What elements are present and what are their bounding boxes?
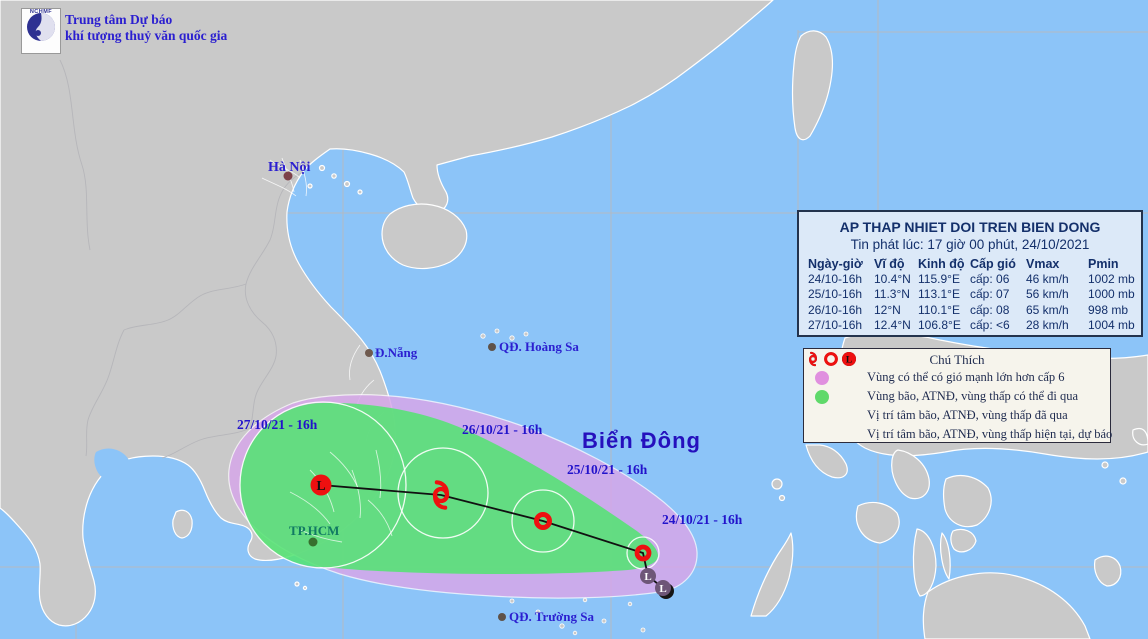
cell: 998 mb: [1088, 302, 1129, 317]
forecast-depression-symbol: [534, 512, 552, 530]
island-label-truongsa: QĐ. Trường Sa: [509, 609, 594, 624]
storm-info-panel: AP THAP NHIET DOI TREN BIEN DONG Tin phá…: [797, 210, 1143, 337]
phuquoc-island: [172, 509, 193, 539]
cell: 12°N: [874, 302, 901, 317]
cell: 56 km/h: [1026, 287, 1069, 302]
table-row: 26/10-16h 12°N 110.1°E cấp: 08 65 km/h 9…: [799, 303, 1141, 318]
cell: cấp: <6: [970, 317, 1010, 332]
city-label-danang: Đ.Nẵng: [375, 345, 418, 360]
city-dots: [283, 171, 506, 621]
table-row: 25/10-16h 11.3°N 113.1°E cấp: 07 56 km/h…: [799, 287, 1141, 302]
legend-label: Vùng có thể có gió mạnh lớn hơn cấp 6: [867, 370, 1065, 384]
storm-symbols: L: [310, 474, 652, 562]
current-depression-symbol: [634, 544, 652, 562]
cell: 106.8°E: [918, 317, 961, 332]
hainan-island: [381, 203, 468, 270]
cell: 10.4°N: [874, 272, 911, 287]
forecast-low-symbol: L: [310, 474, 332, 496]
cell: 24/10-16h: [808, 272, 863, 287]
mindoro-island: [891, 449, 930, 500]
cell: 1000 mb: [1088, 287, 1135, 302]
legend-item-wind-zone: Vùng có thể có gió mạnh lớn hơn cấp 6: [804, 368, 1110, 387]
passage-zone-green: [240, 402, 659, 575]
col-header: Ngày-giờ: [808, 257, 863, 271]
past-position-markers: L L: [640, 568, 674, 599]
legend-label: Vị trí tâm bão, ATNĐ, vùng thấp hiện tại…: [867, 427, 1113, 441]
cell: cấp: 06: [970, 272, 1010, 287]
legend-title: Chú Thích: [929, 352, 985, 367]
cell: 12.4°N: [874, 317, 911, 332]
past-low-marker: [655, 580, 671, 596]
cell: 113.1°E: [918, 287, 960, 302]
cell: 115.9°E: [918, 272, 960, 287]
cell: 11.3°N: [874, 287, 910, 302]
table-row: 27/10-16h 12.4°N 106.8°E cấp: <6 28 km/h…: [799, 318, 1141, 333]
legend-label: Vị trí tâm bão, ATNĐ, vùng thấp đã qua: [867, 408, 1068, 422]
agency-name: Trung tâm Dự báo khí tượng thuỷ văn quốc…: [65, 12, 227, 44]
cell: 26/10-16h: [808, 302, 863, 317]
legend-item-current-positions: L Vị trí tâm bão, ATNĐ, vùng thấp hiện t…: [804, 351, 1113, 444]
archipelago-dots: [480, 328, 646, 636]
cell: 65 km/h: [1026, 302, 1069, 317]
legend-label: Vùng bão, ATNĐ, vùng thấp có thể đi qua: [867, 389, 1079, 403]
truongsa-dot: [498, 613, 506, 621]
track-time-26: 26/10/21 - 16h: [462, 422, 543, 437]
cell: 27/10-16h: [808, 317, 863, 332]
mindanao-island: [922, 572, 1091, 639]
col-header: Vmax: [1026, 257, 1060, 271]
hanoi-dot: [283, 171, 293, 181]
cell: 1004 mb: [1088, 317, 1135, 332]
country-borders: [59, 59, 304, 459]
cell: 46 km/h: [1026, 272, 1069, 287]
forecast-table: Ngày-giờ Vĩ độ Kinh độ Cấp gió Vmax Pmin…: [799, 257, 1141, 333]
svg-text:L: L: [316, 478, 325, 493]
legend-item-passage-zone: Vùng bão, ATNĐ, vùng thấp có thể đi qua: [804, 387, 1110, 406]
table-row: 24/10-16h 10.4°N 115.9°E cấp: 06 46 km/h…: [799, 272, 1141, 287]
svg-text:L: L: [846, 356, 852, 366]
past-low-marker: [640, 568, 656, 584]
legend-item-past-positions: L Vị trí tâm bão, ATNĐ, vùng thấp đã qua: [804, 351, 1110, 425]
col-header: Vĩ độ: [874, 257, 905, 271]
logo-caption: NCHMF: [29, 9, 53, 15]
col-header: Kinh độ: [918, 257, 965, 271]
uncertainty-circles: [239, 401, 660, 570]
past-low-letter: L: [644, 571, 651, 583]
green-zone-icon: [811, 389, 867, 404]
hoangsa-dot: [488, 343, 496, 351]
track-time-27: 27/10/21 - 16h: [237, 417, 318, 432]
cell: 1002 mb: [1088, 272, 1135, 287]
col-header: Pmin: [1088, 257, 1119, 271]
track-time-25: 25/10/21 - 16h: [567, 462, 648, 477]
taiwan-island: [792, 30, 833, 141]
cell: cấp: 07: [970, 287, 1010, 302]
agency-name-line2: khí tượng thuỷ văn quốc gia: [65, 28, 228, 43]
danang-dot: [365, 349, 373, 357]
city-label-hanoi: Hà Nội: [268, 160, 311, 175]
palawan-island: [750, 532, 794, 617]
nchmf-logo-icon: NCHMF: [21, 8, 61, 54]
table-header-row: Ngày-giờ Vĩ độ Kinh độ Cấp gió Vmax Pmin: [799, 257, 1141, 272]
panel-issued-time: Tin phát lúc: 17 giờ 00 phút, 24/10/2021: [850, 237, 1090, 252]
cell: 25/10-16h: [808, 287, 863, 302]
past-low-letter: L: [659, 583, 666, 595]
pink-zone-icon: [811, 370, 867, 385]
agency-name-line1: Trung tâm Dự báo: [65, 12, 173, 27]
cell: cấp: 08: [970, 302, 1010, 317]
legend-panel: Chú Thích Vùng có thể có gió mạnh lớn hơ…: [803, 348, 1113, 444]
city-label-tphcm: TP.HCM: [289, 523, 340, 538]
track-time-24: 24/10/21 - 16h: [662, 512, 743, 527]
hcm-dot: [308, 537, 318, 547]
sea-name-label: Biển Đông: [582, 428, 701, 453]
tonlesap-lake: [94, 448, 132, 484]
island-label-hoangsa: QĐ. Hoàng Sa: [499, 339, 579, 354]
cell: 110.1°E: [918, 302, 960, 317]
panel-title: AP THAP NHIET DOI TREN BIEN DONG: [839, 219, 1101, 235]
col-header: Cấp gió: [970, 257, 1016, 271]
cell: 28 km/h: [1026, 317, 1069, 332]
